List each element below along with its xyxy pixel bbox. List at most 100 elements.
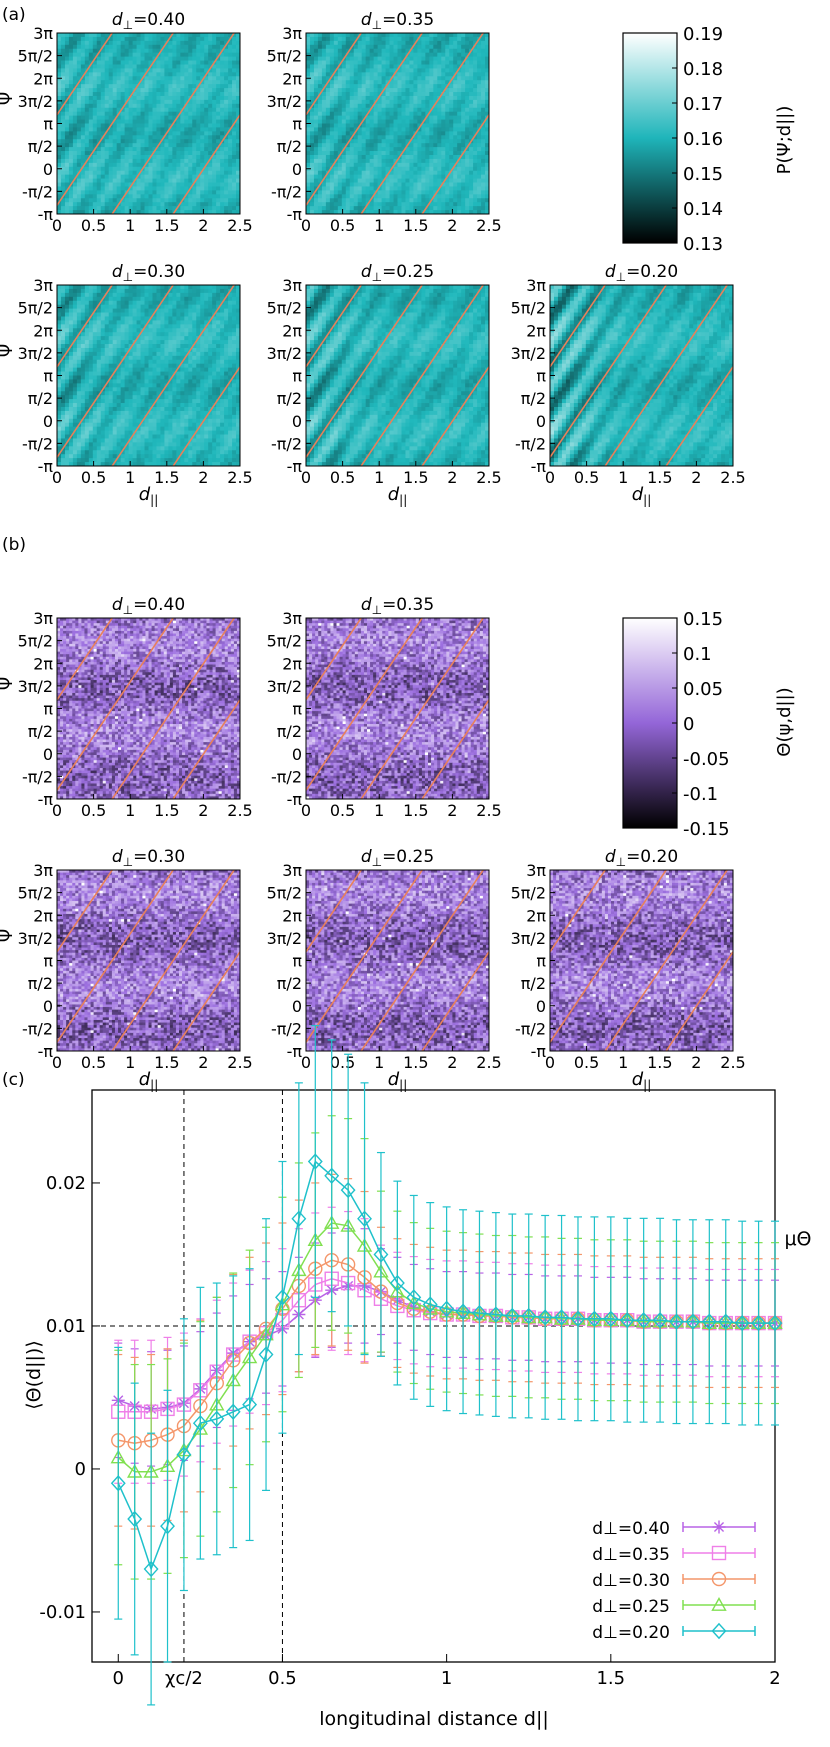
heatmap-cell xyxy=(76,99,82,105)
heatmap-cell xyxy=(433,64,438,69)
heatmap-cell xyxy=(148,210,153,215)
heatmap-cell xyxy=(57,312,62,317)
heatmap-cell xyxy=(306,60,311,65)
heatmap-cell xyxy=(349,210,355,215)
heatmap-cell xyxy=(120,328,126,333)
heatmap-cell xyxy=(140,64,145,69)
heatmap-cell xyxy=(92,135,98,140)
heatmap-cell xyxy=(409,64,414,69)
heatmap-cell xyxy=(112,194,118,199)
heatmap-cell xyxy=(405,178,410,183)
heatmap-cell xyxy=(136,131,141,136)
heatmap-cell xyxy=(168,115,173,120)
heatmap-cell xyxy=(220,64,225,69)
heatmap-cell xyxy=(397,84,402,89)
heatmap-cell xyxy=(449,107,454,113)
heatmap-cell xyxy=(204,296,209,302)
heatmap-cell xyxy=(409,162,414,168)
heatmap-cell xyxy=(156,119,161,124)
heatmap-cell xyxy=(329,52,335,57)
heatmap-cell xyxy=(325,123,331,128)
heatmap-cell xyxy=(68,60,74,65)
heatmap-cell xyxy=(365,127,371,132)
heatmap-cell xyxy=(144,316,149,321)
heatmap-cell xyxy=(224,154,229,160)
heatmap-cell xyxy=(216,162,221,168)
heatmap-cell xyxy=(457,123,462,128)
heatmap-cell xyxy=(349,76,355,81)
heatmap-cell xyxy=(57,190,62,195)
heatmap-cell xyxy=(212,56,217,61)
heatmap-cell xyxy=(64,56,70,61)
heatmap-cell xyxy=(321,170,327,176)
heatmap-cell xyxy=(200,76,205,81)
heatmap-cell xyxy=(132,292,137,298)
heatmap-cell xyxy=(445,166,450,172)
heatmap-cell xyxy=(204,186,209,191)
heatmap-cell xyxy=(220,123,225,128)
heatmap-cell xyxy=(216,285,221,290)
heatmap-cell xyxy=(120,300,126,306)
heatmap-cell xyxy=(188,316,193,321)
heatmap-cell xyxy=(148,324,153,329)
heatmap-cell xyxy=(212,123,217,128)
heatmap-cell xyxy=(112,320,118,325)
heatmap-cell xyxy=(116,52,122,57)
heatmap-cell xyxy=(449,33,454,38)
heatmap-cell xyxy=(457,52,462,57)
heatmap-cell xyxy=(172,202,177,207)
heatmap-cell xyxy=(196,107,201,113)
heatmap-cell xyxy=(88,123,94,128)
heatmap-cell xyxy=(445,127,450,132)
heatmap-cell xyxy=(220,76,225,81)
heatmap-cell xyxy=(108,68,114,73)
heatmap-cell xyxy=(425,170,430,176)
heatmap-cell xyxy=(477,182,482,187)
heatmap-cell xyxy=(112,166,118,172)
heatmap-cell xyxy=(212,162,217,168)
heatmap-cell xyxy=(68,111,74,117)
heatmap-cell xyxy=(212,170,217,176)
heatmap-cell xyxy=(220,174,225,179)
heatmap-cell xyxy=(329,68,335,73)
heatmap-cell xyxy=(349,127,355,132)
heatmap-cell xyxy=(60,178,66,183)
heatmap-cell xyxy=(200,190,205,195)
heatmap-cell xyxy=(172,64,177,69)
heatmap-cell xyxy=(196,95,201,101)
heatmap-cell xyxy=(385,186,390,191)
heatmap-cell xyxy=(477,139,482,144)
heatmap-cell xyxy=(445,154,450,160)
heatmap-cell xyxy=(349,198,355,203)
heatmap-cell xyxy=(180,292,185,298)
heatmap-cell xyxy=(92,111,98,117)
heatmap-cell xyxy=(188,170,193,176)
heatmap-cell xyxy=(120,210,126,215)
heatmap-cell xyxy=(413,103,418,109)
heatmap-cell xyxy=(116,162,122,168)
heatmap-cell xyxy=(220,320,225,325)
heatmap-cell xyxy=(393,174,398,179)
heatmap-cell xyxy=(60,60,66,65)
heatmap-cell xyxy=(349,64,355,69)
heatmap-cell xyxy=(306,206,311,211)
heatmap-cell xyxy=(413,119,418,124)
heatmap-cell xyxy=(148,68,153,73)
heatmap-cell xyxy=(188,68,193,73)
heatmap-cell xyxy=(401,56,406,61)
heatmap-cell xyxy=(64,107,70,113)
heatmap-cell xyxy=(136,198,141,203)
heatmap-cell xyxy=(425,147,430,152)
heatmap-cell xyxy=(60,123,66,128)
heatmap-cell xyxy=(172,36,177,42)
heatmap-cell xyxy=(180,119,185,124)
heatmap-cell xyxy=(212,190,217,195)
heatmap-cell xyxy=(196,332,201,337)
heatmap-cell xyxy=(369,36,375,42)
heatmap-cell xyxy=(413,135,418,140)
heatmap-cell xyxy=(429,92,434,97)
heatmap-cell xyxy=(224,33,229,38)
heatmap-cell xyxy=(148,123,153,128)
heatmap-cell xyxy=(156,151,161,156)
